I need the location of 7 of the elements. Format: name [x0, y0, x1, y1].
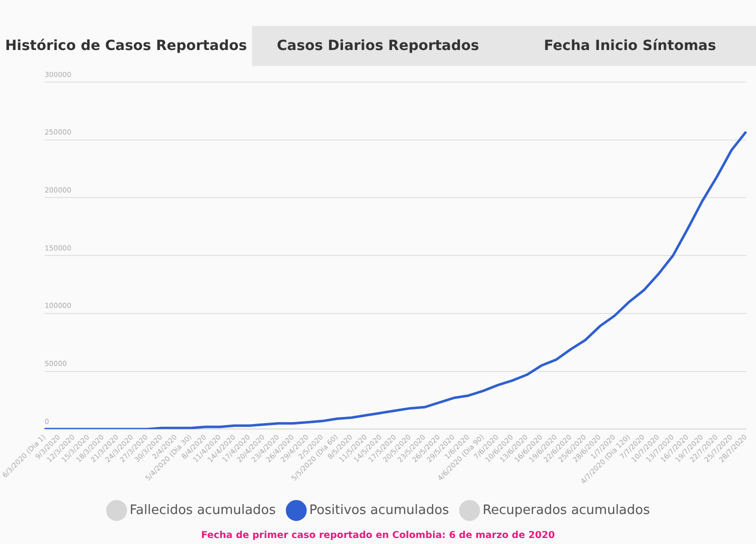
legend-label: Positivos acumulados — [309, 502, 450, 518]
text: Histórico de Casos Reportados — [0, 26, 252, 66]
text: Fecha Inicio Síntomas — [542, 37, 718, 56]
legend-label: Fallecidos acumulados — [130, 502, 276, 518]
text: Casos Diarios Reportados — [276, 37, 480, 56]
legend-label: Recuperados acumulados — [482, 502, 650, 518]
text: Fecha de primer caso reportado en Colombia: 6 de marzo de 2020 — [200, 530, 556, 541]
